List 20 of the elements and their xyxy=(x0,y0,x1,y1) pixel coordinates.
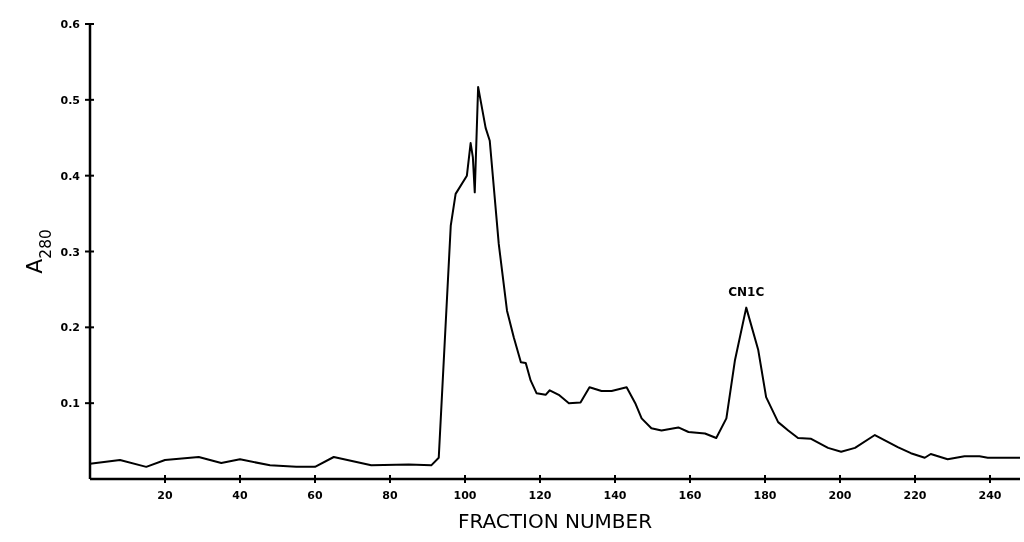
y-tick-label: 0.6 xyxy=(60,18,81,31)
y-tick-label: 0.1 xyxy=(60,397,80,411)
x-tick-label: 60 xyxy=(307,489,323,502)
x-tick-label: 120 xyxy=(528,489,552,502)
x-tick-label: 240 xyxy=(978,489,1002,502)
x-tick-label: 160 xyxy=(678,489,702,502)
x-tick-label: 100 xyxy=(453,489,477,502)
y-tick-label: 0.4 xyxy=(60,169,81,183)
x-tick-label: 80 xyxy=(382,489,398,502)
x-tick-label: 20 xyxy=(157,489,173,502)
x-tick-label: 140 xyxy=(603,489,627,502)
x-tick-label: 40 xyxy=(232,489,248,502)
x-tick-label: 220 xyxy=(903,489,927,502)
y-tick-label: 0.3 xyxy=(60,245,80,259)
y-tick-label: 0.2 xyxy=(60,321,80,335)
x-tick-label: 200 xyxy=(828,489,852,502)
y-tick-label: 0.5 xyxy=(60,93,80,107)
x-axis-title: FRACTION NUMBER xyxy=(457,509,653,533)
x-tick-label: 180 xyxy=(753,489,777,502)
annotation: CN1C xyxy=(728,284,765,299)
